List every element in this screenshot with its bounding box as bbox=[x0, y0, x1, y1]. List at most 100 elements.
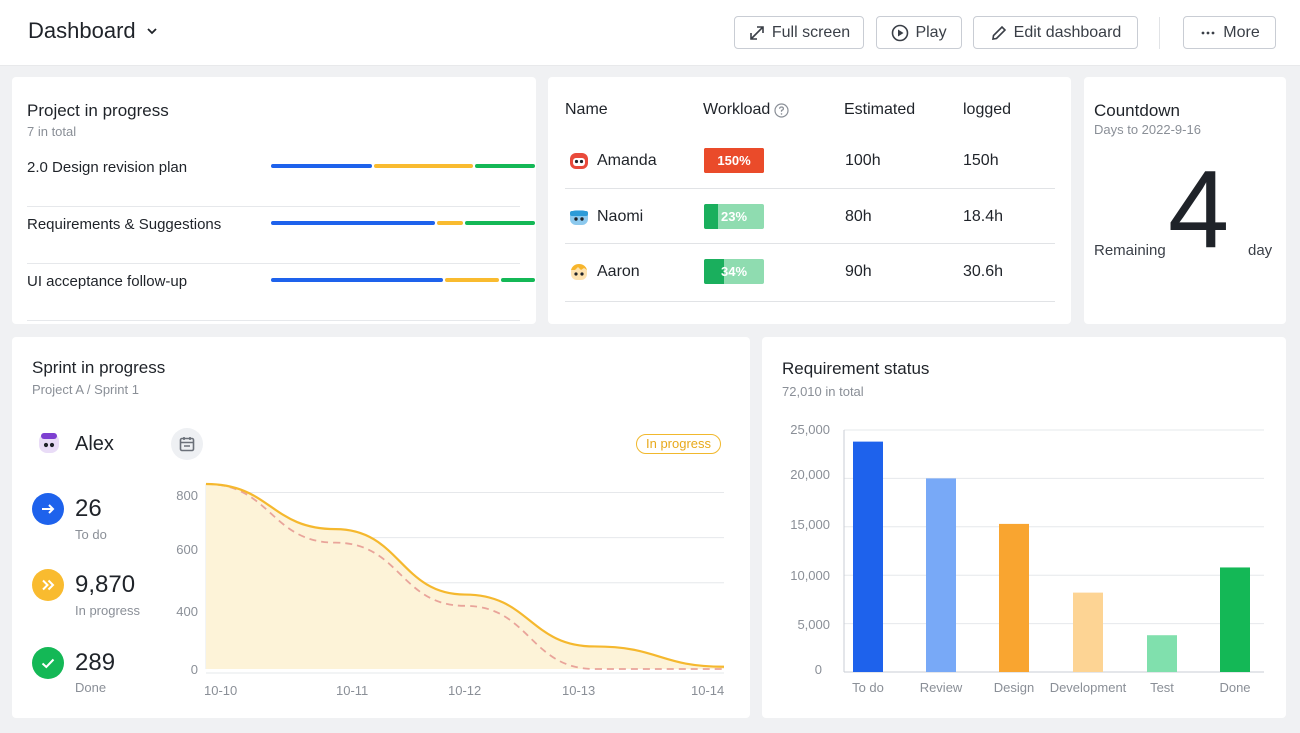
project-progress-bar bbox=[271, 221, 535, 225]
countdown-unit: day bbox=[1248, 242, 1273, 259]
workload-badge: 23% bbox=[704, 204, 764, 229]
pencil-icon bbox=[991, 25, 1006, 40]
page-title: Dashboard bbox=[28, 18, 136, 43]
project-name: 2.0 Design revision plan bbox=[27, 159, 188, 176]
workload-badge: 150% bbox=[704, 148, 764, 173]
status-badge: In progress bbox=[636, 434, 722, 454]
table-row[interactable]: Amanda 150% 100h 150h bbox=[565, 133, 1055, 189]
workload-value: 23% bbox=[720, 209, 748, 224]
project-name: UI acceptance follow-up bbox=[27, 273, 188, 290]
done-label: Done bbox=[75, 680, 107, 695]
dashboard-header: Dashboard Full screen Play Edit dashboar… bbox=[0, 0, 1300, 66]
edit-dashboard-button[interactable]: Edit dashboard bbox=[973, 16, 1138, 49]
red-face-avatar bbox=[570, 153, 588, 169]
project-name: Requirements & Suggestions bbox=[27, 216, 222, 233]
logged-hours: 18.4h bbox=[963, 208, 1004, 225]
full-screen-button[interactable]: Full screen bbox=[734, 16, 864, 49]
y-tick-label: 0 bbox=[190, 662, 198, 677]
x-tick-label: Design bbox=[993, 680, 1035, 695]
project-progress-bar bbox=[271, 278, 535, 282]
ideal-burndown-line bbox=[205, 483, 725, 670]
progress-segment bbox=[501, 278, 535, 282]
logged-hours: 30.6h bbox=[963, 263, 1004, 280]
workload-badge: 34% bbox=[704, 259, 764, 284]
calendar-icon bbox=[179, 437, 195, 452]
full-screen-label: Full screen bbox=[771, 23, 851, 41]
sprint-in-progress-card: Sprint in progress Project A / Sprint 1 … bbox=[12, 337, 750, 718]
card-subtitle: 72,010 in total bbox=[782, 384, 864, 399]
expand-icon bbox=[750, 25, 764, 40]
x-tick-label: Test bbox=[1150, 680, 1174, 695]
y-tick-label: 20,000 bbox=[790, 467, 830, 482]
actual-burndown-line bbox=[205, 482, 725, 668]
edit-dashboard-label: Edit dashboard bbox=[1013, 23, 1122, 41]
workload-value: 150% bbox=[717, 153, 751, 168]
estimated-hours: 80h bbox=[845, 208, 872, 225]
workload-fill bbox=[704, 259, 725, 284]
bar bbox=[1220, 567, 1250, 672]
project-row[interactable]: 2.0 Design revision plan bbox=[27, 150, 535, 207]
project-progress-bar bbox=[271, 164, 535, 168]
estimated-column-header: Estimated bbox=[844, 101, 916, 118]
done-count: 289 bbox=[75, 649, 116, 676]
in-progress-label: In progress bbox=[75, 603, 141, 618]
bar bbox=[1073, 592, 1103, 672]
x-tick-label: Development bbox=[1049, 680, 1127, 695]
sprint-path: Project A / Sprint 1 bbox=[32, 382, 139, 397]
bar bbox=[926, 478, 956, 672]
bar bbox=[999, 523, 1029, 672]
more-button[interactable]: More bbox=[1183, 16, 1276, 49]
done-status-icon bbox=[32, 647, 64, 679]
y-tick-label: 15,000 bbox=[790, 517, 830, 532]
workload-card: Name Workload Estimated logged Amanda 15… bbox=[548, 77, 1071, 324]
workload-header-label: Workload bbox=[703, 101, 771, 118]
y-tick-label: 400 bbox=[176, 604, 198, 619]
x-tick-label: 10-10 bbox=[204, 683, 238, 698]
member-name: Naomi bbox=[597, 208, 644, 225]
workload-fill bbox=[704, 148, 764, 173]
member-name: Aaron bbox=[597, 263, 640, 280]
in-progress-status-icon bbox=[32, 569, 64, 601]
project-in-progress-card: Project in progress 7 in total 2.0 Desig… bbox=[12, 77, 536, 324]
bar bbox=[1147, 635, 1177, 672]
progress-segment bbox=[475, 164, 535, 168]
logged-column-header: logged bbox=[963, 101, 1012, 118]
sprint-user-name: Alex bbox=[75, 433, 114, 455]
remaining-label: Remaining bbox=[1094, 242, 1166, 259]
project-row[interactable]: UI acceptance follow-up bbox=[27, 264, 535, 321]
double-chevron-right-icon bbox=[42, 579, 55, 591]
more-label: More bbox=[1223, 23, 1260, 41]
table-row[interactable]: Aaron 34% 90h 30.6h bbox=[565, 244, 1055, 302]
x-tick-label: 10-11 bbox=[336, 683, 369, 698]
project-row[interactable]: Requirements & Suggestions bbox=[27, 207, 535, 264]
progress-segment bbox=[271, 221, 435, 225]
calendar-button[interactable] bbox=[171, 428, 203, 460]
todo-label: To do bbox=[75, 527, 107, 542]
play-icon bbox=[892, 24, 909, 41]
burndown-area bbox=[206, 484, 724, 669]
play-button[interactable]: Play bbox=[876, 16, 962, 49]
header-divider bbox=[1159, 17, 1160, 49]
requirement-bar-chart bbox=[843, 429, 1264, 673]
arrow-right-icon bbox=[42, 504, 55, 514]
y-tick-label: 5,000 bbox=[797, 617, 830, 632]
burndown-chart bbox=[205, 482, 725, 674]
workload-fill bbox=[704, 204, 718, 229]
card-title: Requirement status bbox=[782, 359, 930, 378]
in-progress-count: 9,870 bbox=[75, 571, 136, 598]
card-title: Countdown bbox=[1094, 101, 1181, 120]
countdown-target-date: Days to 2022-9-16 bbox=[1094, 122, 1201, 137]
workload-column-header: Workload bbox=[703, 101, 789, 119]
teal-face-avatar bbox=[570, 210, 588, 225]
ellipsis-icon bbox=[1201, 31, 1215, 34]
table-row[interactable]: Naomi 23% 80h 18.4h bbox=[565, 189, 1055, 244]
y-tick-label: 600 bbox=[176, 542, 198, 557]
help-icon[interactable] bbox=[774, 102, 789, 118]
x-tick-label: To do bbox=[852, 680, 884, 695]
bar bbox=[853, 441, 883, 672]
y-tick-label: 0 bbox=[814, 662, 822, 677]
dashboard-title-dropdown[interactable]: Dashboard bbox=[28, 18, 158, 44]
chevron-down-icon bbox=[147, 28, 157, 35]
y-tick-label: 800 bbox=[176, 488, 198, 503]
todo-count: 26 bbox=[75, 495, 102, 522]
